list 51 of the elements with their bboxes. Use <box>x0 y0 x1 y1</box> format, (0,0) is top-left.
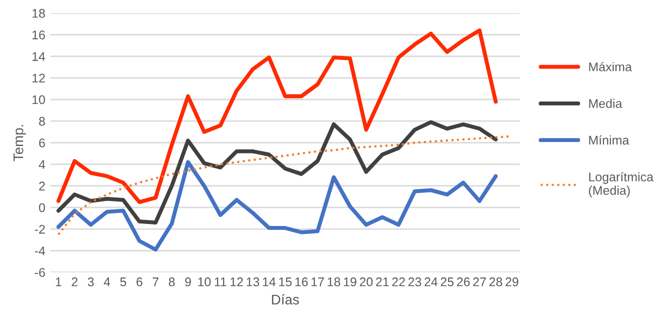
x-tick-label: 19 <box>344 277 356 286</box>
x-tick-label: 18 <box>328 277 340 286</box>
x-tick-label: 11 <box>214 278 226 286</box>
x-tick-label: 13 <box>246 277 260 286</box>
x-tick-label: 29 <box>506 277 518 286</box>
legend-label: Media <box>589 98 622 108</box>
x-tick-label: 23 <box>408 277 422 286</box>
x-tick-label: 26 <box>457 277 470 286</box>
x-tick-label: 3 <box>88 277 94 286</box>
x-tick-label: 25 <box>440 277 454 286</box>
legend-label: Máxima <box>589 62 632 72</box>
legend-label: Mínima <box>589 135 630 145</box>
y-tick-label: -4 <box>34 246 46 256</box>
x-tick-label: 1 <box>56 278 62 286</box>
line-series <box>56 120 498 225</box>
x-tick-label: 7 <box>152 278 158 286</box>
x-tick-label: 6 <box>136 277 142 286</box>
y-tick-label: 14 <box>32 52 46 61</box>
x-tick-label: 24 <box>424 277 438 286</box>
x-tick-label: 4 <box>104 278 110 286</box>
y-tick-label: 8 <box>39 116 45 126</box>
y-tick-label: -6 <box>34 268 45 277</box>
x-tick-label: 17 <box>312 278 324 286</box>
x-axis-title: Días <box>272 294 299 305</box>
x-tick-label: 22 <box>392 277 405 286</box>
y-tick-label: 6 <box>39 138 45 148</box>
x-tick-label: 12 <box>230 277 243 286</box>
y-tick-label: 10 <box>32 95 45 104</box>
x-tick-label: 16 <box>295 277 308 286</box>
y-tick-label: 16 <box>32 30 45 40</box>
x-tick-label: 27 <box>473 277 486 286</box>
x-tick-label: 15 <box>279 278 292 286</box>
y-axis-title: Temp. <box>14 125 26 162</box>
y-tick-label: 0 <box>39 203 45 212</box>
legend-label: Logarítmica (Media) <box>588 172 654 198</box>
y-tick-label: -2 <box>34 224 45 234</box>
y-tick-label: 2 <box>39 182 45 190</box>
line-series <box>56 28 498 204</box>
y-tick-label: 4 <box>38 160 46 169</box>
x-tick-label: 20 <box>360 277 373 286</box>
x-tick-label: 21 <box>376 277 389 286</box>
line-series <box>56 160 498 252</box>
y-tick-label: 18 <box>32 8 45 18</box>
x-tick-label: 28 <box>489 277 502 286</box>
x-tick-label: 8 <box>168 277 175 286</box>
x-tick-label: 14 <box>262 278 276 286</box>
x-tick-label: 5 <box>120 278 126 286</box>
x-tick-label: 10 <box>198 277 211 286</box>
y-tick-label: 12 <box>32 74 45 82</box>
x-tick-label: 9 <box>185 277 191 286</box>
x-tick-label: 2 <box>72 277 78 286</box>
